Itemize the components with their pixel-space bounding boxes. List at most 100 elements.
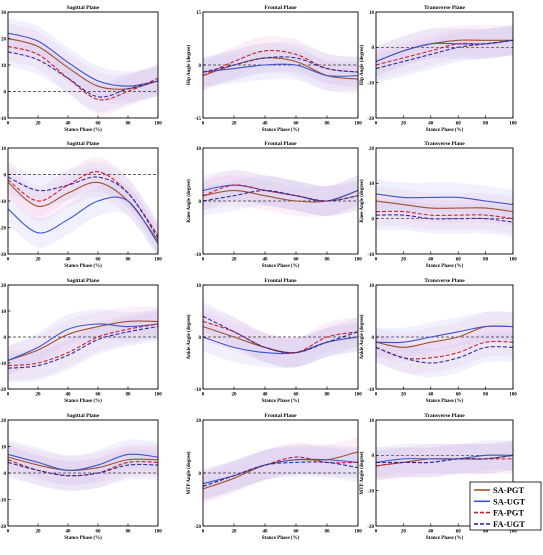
x-axis-label: Stance Phase (%): [64, 128, 102, 133]
y-tick-label: 0: [4, 90, 7, 95]
x-tick-label: 20: [36, 258, 42, 263]
x-tick-label: 80: [325, 393, 331, 398]
series-line-fa-ugt: [8, 326, 158, 369]
y-tick-label: 30: [1, 11, 7, 16]
x-tick-label: 20: [232, 258, 238, 263]
legend-label-fa-ugt: FA-UGT: [493, 519, 525, 529]
y-tick-label: -10: [0, 117, 6, 122]
x-tick-label: 60: [294, 393, 300, 398]
x-axis-label: Stance Phase (%): [64, 536, 102, 541]
sd-band: [203, 447, 358, 502]
series-line-fa-ugt: [203, 315, 358, 354]
y-tick-label: 0: [199, 64, 202, 69]
y-tick-label: 10: [369, 11, 375, 16]
sd-band: [203, 49, 358, 92]
series-line-fa-ugt: [376, 346, 513, 364]
y-tick-label: 0: [4, 336, 7, 341]
x-axis-label: Stance Phase (%): [64, 399, 102, 404]
plot-area: [203, 301, 358, 369]
x-tick-label: 100: [154, 393, 162, 398]
y-tick-label: 10: [1, 310, 7, 315]
panel-title: Sagittal Plane: [67, 278, 100, 284]
plot-area: [203, 35, 358, 94]
series-line-fa-pgt: [8, 459, 158, 477]
x-tick-label: 100: [509, 393, 517, 398]
x-tick-label: 20: [36, 122, 42, 127]
sd-band: [8, 439, 158, 486]
series-line-fa-ugt: [8, 176, 158, 239]
x-tick-label: 60: [456, 530, 462, 535]
panel-title: Frontal Plane: [264, 5, 297, 11]
sd-band: [376, 25, 513, 80]
series-line-fa-ugt: [376, 214, 513, 223]
x-tick-label: 60: [96, 393, 102, 398]
y-tick-label: -20: [0, 525, 6, 530]
x-tick-label: 60: [294, 258, 300, 263]
sd-band: [203, 442, 358, 502]
sd-band: [376, 186, 513, 227]
x-tick-label: 20: [36, 530, 42, 535]
x-tick-label: 80: [325, 530, 331, 535]
x-tick-label: 40: [263, 393, 269, 398]
sd-band: [203, 322, 358, 369]
x-tick-label: 20: [232, 122, 238, 127]
panel-7: -20 -10 0 10 20 0 20 40 60 80 100 Sagittal Plane Sta…: [0, 278, 162, 404]
x-tick-label: 0: [375, 393, 378, 398]
legend-label-fa-pgt: FA-PGT: [493, 508, 524, 518]
y-tick-label: 20: [1, 284, 7, 289]
plot-area: [8, 156, 158, 254]
series-line-fa-ugt: [8, 51, 158, 98]
plot-area: [376, 311, 513, 378]
y-tick-label: 0: [199, 472, 202, 477]
y-tick-label: -20: [0, 226, 6, 231]
y-tick-label: 10: [1, 64, 7, 69]
sd-band: [376, 326, 513, 374]
x-tick-label: 100: [154, 122, 162, 127]
x-tick-label: 20: [36, 393, 42, 398]
x-tick-label: 0: [375, 530, 378, 535]
x-tick-label: 100: [154, 530, 162, 535]
sd-band: [376, 443, 513, 481]
x-tick-label: 80: [483, 122, 489, 127]
plot-area: [376, 179, 513, 238]
sd-band: [8, 18, 158, 102]
x-tick-label: 60: [294, 530, 300, 535]
x-tick-label: 40: [66, 530, 72, 535]
y-tick-label: -20: [194, 525, 201, 530]
x-tick-label: 0: [202, 122, 205, 127]
y-tick-label: -10: [0, 498, 6, 503]
x-axis-label: Stance Phase (%): [426, 399, 464, 404]
x-tick-label: 40: [428, 530, 434, 535]
x-tick-label: 100: [354, 258, 362, 263]
sd-band: [8, 306, 158, 375]
series-line-fa-ugt: [376, 39, 513, 70]
y-tick-label: 0: [372, 336, 375, 341]
x-tick-label: 60: [456, 122, 462, 127]
x-tick-label: 20: [401, 393, 407, 398]
x-tick-label: 0: [375, 258, 378, 263]
x-tick-label: 60: [456, 258, 462, 263]
series-line-fa-pgt: [376, 210, 513, 220]
x-axis-label: Stance Phase (%): [262, 536, 300, 541]
series-line-sa-ugt: [203, 336, 358, 355]
x-tick-label: 0: [7, 258, 10, 263]
y-tick-label: -10: [367, 81, 374, 86]
series-line-sa-ugt: [8, 323, 158, 361]
series-line-fa-pgt: [203, 184, 358, 202]
x-tick-label: 0: [7, 393, 10, 398]
plot-area: [8, 306, 158, 383]
plot-area: [376, 25, 513, 84]
x-tick-label: 40: [66, 258, 72, 263]
sd-band: [203, 301, 358, 368]
x-tick-label: 40: [66, 393, 72, 398]
x-tick-label: 40: [263, 258, 269, 263]
series-line-fa-ugt: [203, 461, 358, 487]
series-line-sa-ugt: [376, 193, 513, 206]
panel-frame: [375, 147, 514, 255]
plot-area: [8, 439, 158, 491]
sd-band: [8, 182, 158, 254]
x-tick-label: 60: [96, 530, 102, 535]
